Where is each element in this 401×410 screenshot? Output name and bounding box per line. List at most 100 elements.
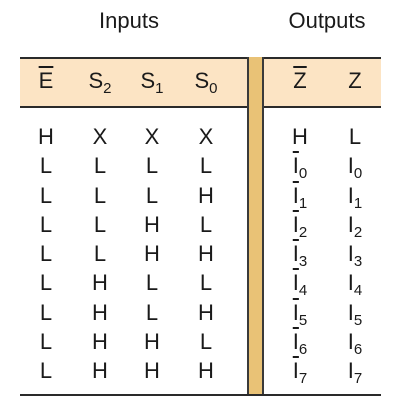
header-s1: S1 (130, 68, 174, 97)
table-row: L H H H I7 I7 (0, 358, 401, 387)
cell-value: H (92, 270, 108, 296)
header-label: S (88, 68, 104, 93)
cell-subscript: 1 (353, 194, 363, 212)
cell-value: L (93, 182, 107, 208)
table-cell: X (184, 124, 228, 150)
cell-value: L (199, 153, 213, 179)
table-cell: L (24, 212, 68, 238)
cell-value: L (39, 241, 53, 267)
table-cell: I4 (278, 270, 322, 298)
cell-value: H (92, 358, 108, 384)
table-cell: I4 (333, 270, 377, 300)
cell-value: H (92, 329, 108, 355)
header-label: E (38, 68, 54, 93)
cell-value: L (145, 182, 159, 208)
cell-subscript: 3 (353, 253, 363, 271)
cell-value: L (39, 358, 53, 384)
cell-value: H (198, 299, 214, 325)
cell-value: I (347, 182, 354, 208)
cell-value: I (347, 270, 354, 296)
table-cell: L (24, 358, 68, 384)
cell-value: L (145, 153, 159, 179)
table-cell: I7 (278, 358, 322, 388)
table-cell: L (130, 183, 174, 209)
header-s2: S2 (78, 68, 122, 97)
table-cell: L (184, 153, 228, 179)
cell-value: X (92, 124, 108, 149)
cell-value: L (93, 211, 107, 237)
cell-value: H (198, 241, 214, 267)
header-band-inputs (20, 57, 247, 106)
table-cell: L (184, 270, 228, 296)
table-cell: L (78, 183, 122, 209)
table-cell: L (184, 329, 228, 355)
table-cell: H (184, 241, 228, 267)
inputs-group-title: Inputs (99, 8, 159, 33)
truth-table-body: H X X X H L L L L L I0 I0 L L L H I1 I1 L L H L I2 I2 L L H H I3 I3 L H… (0, 124, 401, 388)
cell-value: L (199, 329, 213, 355)
table-cell: H (78, 300, 122, 326)
cell-value: H (292, 124, 308, 149)
table-row: L L H H I3 I3 (0, 241, 401, 270)
cell-value: I (292, 153, 299, 179)
header-label: Z (293, 68, 307, 93)
table-cell: H (184, 183, 228, 209)
cell-value: I (292, 358, 299, 384)
cell-value: L (39, 211, 53, 237)
cell-subscript: 0 (298, 165, 308, 183)
cell-subscript: 6 (353, 341, 363, 359)
table-cell: L (184, 212, 228, 238)
header-z-bar: Z (278, 68, 322, 94)
cell-value: H (144, 329, 160, 355)
table-row: L L L L I0 I0 (0, 153, 401, 182)
top-rule (20, 57, 381, 59)
cell-value: L (93, 241, 107, 267)
table-cell: L (333, 124, 377, 150)
cell-value: I (292, 329, 299, 355)
cell-value: I (292, 182, 299, 208)
table-cell: L (24, 241, 68, 267)
cell-value: X (144, 124, 160, 149)
cell-value: H (144, 358, 160, 384)
cell-subscript: 2 (298, 223, 308, 241)
cell-value: H (198, 358, 214, 384)
table-cell: H (130, 358, 174, 384)
cell-subscript: 5 (353, 311, 363, 329)
header-subscript: 2 (103, 80, 112, 97)
table-row: L H L L I4 I4 (0, 270, 401, 299)
cell-value: L (199, 270, 213, 296)
header-z: Z (333, 68, 377, 94)
table-cell: I3 (333, 241, 377, 271)
header-subscript: 0 (209, 80, 218, 97)
cell-value: L (145, 270, 159, 296)
header-label: S (194, 68, 210, 93)
table-row: L H H L I6 I6 (0, 329, 401, 358)
bottom-rule (20, 394, 381, 396)
cell-subscript: 7 (298, 370, 308, 388)
table-cell: H (24, 124, 68, 150)
table-cell: H (130, 241, 174, 267)
cell-value: L (39, 329, 53, 355)
table-cell: I1 (278, 182, 322, 211)
cell-value: I (292, 241, 299, 267)
cell-value: I (347, 153, 354, 179)
cell-subscript: 4 (353, 282, 363, 300)
outputs-group-title: Outputs (288, 8, 366, 33)
header-subscript: 1 (155, 80, 164, 97)
header-label: S (140, 68, 156, 93)
table-cell: L (130, 153, 174, 179)
table-cell: L (24, 183, 68, 209)
cell-subscript: 5 (298, 311, 308, 329)
table-cell: L (24, 329, 68, 355)
table-cell: I0 (278, 153, 322, 183)
table-cell: I5 (278, 300, 322, 329)
table-cell: X (130, 124, 174, 150)
table-cell: L (78, 212, 122, 238)
header-band-outputs (264, 57, 381, 106)
cell-subscript: 6 (298, 341, 308, 359)
cell-value: L (199, 211, 213, 237)
cell-value: I (292, 270, 299, 296)
cell-subscript: 0 (353, 165, 363, 183)
cell-value: L (145, 299, 159, 325)
table-cell: L (130, 300, 174, 326)
